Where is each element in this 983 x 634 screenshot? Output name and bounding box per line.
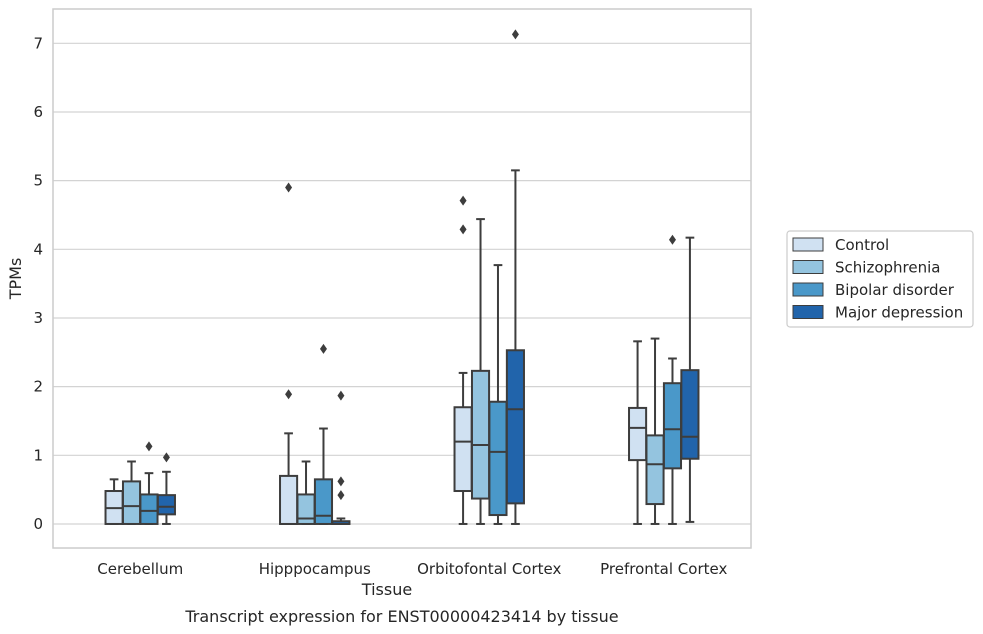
x-tick-labels: Cerebellum Hipppocampus Orbitofontal Corte… [97,560,727,578]
box-control [104,478,124,525]
outlier-point [337,490,345,501]
y-tick-label: 6 [33,103,43,121]
y-tick-labels: 0 1 2 3 4 5 6 7 [33,34,43,533]
legend-swatch [792,305,824,319]
box-control [628,340,648,525]
legend-label: Control [835,236,889,254]
legend: Control Schizophrenia Bipolar disorder Majo… [786,230,974,328]
chart-caption: Transcript expression for ENST0000042341… [184,607,618,626]
legend-swatch [792,237,824,252]
legend-swatch [792,282,824,297]
outlier-point [285,182,293,193]
box-body [453,406,473,493]
box-major-depression [331,390,351,525]
plot-frame [52,8,752,549]
box-major-depression [505,29,525,525]
legend-label: Schizophrenia [835,259,940,277]
outlier-point [337,390,345,401]
box-bipolar-disorder [313,343,334,525]
box-body [680,369,700,460]
x-tick-label: Prefrontal Cortex [600,560,727,578]
outlier-point [459,224,467,235]
box-schizophrenia [296,460,316,525]
y-tick-label: 4 [33,240,43,258]
outlier-point [511,29,519,40]
y-tick-label: 2 [33,378,43,396]
y-tick-label: 1 [33,446,43,464]
box-control [453,195,473,525]
outlier-point [285,389,293,400]
outlier-point [319,343,327,354]
box-schizophrenia [121,460,142,525]
box-bipolar-disorder [662,234,683,525]
legend-label: Major depression [835,304,963,322]
box-body [488,400,508,517]
boxes [104,29,700,525]
box-body [279,474,299,525]
y-tick-label: 7 [33,34,43,52]
y-tick-label: 0 [33,515,43,533]
box-body [470,369,491,500]
box-body [121,480,142,525]
grid-lines [53,42,751,525]
box-major-depression [680,236,700,523]
outlier-point [459,195,467,206]
outlier-point [668,234,676,245]
box-bipolar-disorder [488,264,508,525]
y-tick-label: 3 [33,309,43,327]
legend-frame [786,230,974,328]
box-body [156,494,176,516]
box-body [505,349,525,505]
box-body [313,478,334,525]
outlier-point [162,452,170,463]
box-body [662,382,683,470]
box-bipolar-disorder [139,441,159,525]
box-body [628,406,648,462]
x-tick-label: Orbitofontal Cortex [417,560,561,578]
y-axis-label: TPMs [6,258,25,301]
x-tick-label: Hipppocampus [259,560,371,578]
legend-label: Bipolar disorder [835,281,955,299]
box-schizophrenia [470,218,491,525]
box-body [139,493,159,525]
x-axis-label: Tissue [361,580,412,599]
outlier-point [145,441,153,452]
legend-swatch [792,260,824,274]
x-tick-label: Cerebellum [97,560,183,578]
outlier-point [337,476,345,487]
box-body [296,493,316,525]
box-control [279,182,299,525]
box-body [645,434,665,506]
box-major-depression [156,452,176,525]
y-tick-label: 5 [33,172,43,190]
box-schizophrenia [645,337,665,525]
